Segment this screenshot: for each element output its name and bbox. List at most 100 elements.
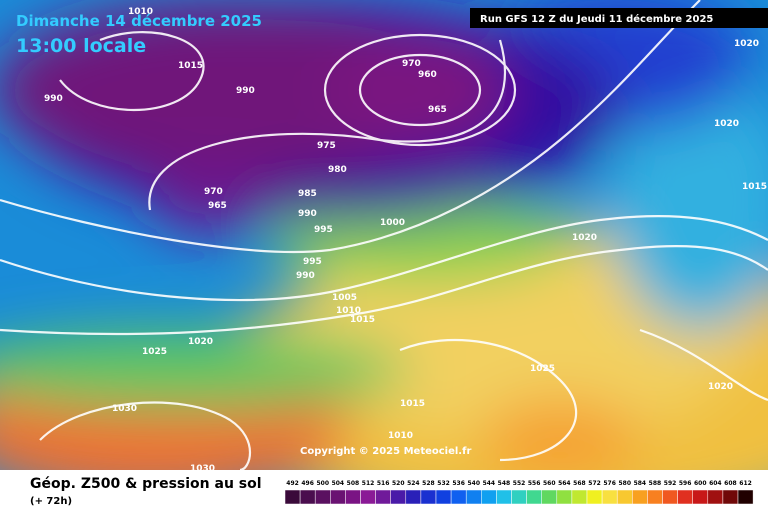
scale-label: 592: [664, 480, 677, 487]
scale-label: 540: [467, 480, 480, 487]
scale-swatch: [465, 489, 482, 505]
isobar-label: 965: [428, 105, 447, 115]
scale-swatch: [541, 489, 558, 505]
isobar-label: 1020: [188, 337, 213, 347]
isobar-label: 1010: [388, 431, 413, 441]
scale-swatch: [571, 489, 588, 505]
scale-swatch: [330, 489, 346, 505]
isobar-label: 960: [418, 70, 437, 80]
scale-swatch: [435, 489, 452, 505]
scale-swatch: [405, 489, 422, 505]
color-scale: 492 496 500 504 508 512 516 520 524 528 532 536 540 5…: [284, 480, 754, 505]
scale-label: 588: [649, 480, 662, 487]
scale-label: 496: [301, 480, 314, 487]
isobar-label: 1025: [530, 364, 555, 374]
scale-swatch: [314, 489, 331, 505]
scale-label: 572: [588, 480, 601, 487]
isobar-label: 990: [296, 271, 315, 281]
scale-swatch: [345, 489, 361, 505]
isobar-label: 1015: [350, 315, 375, 325]
isobar-label: 1020: [714, 119, 739, 129]
run-box: [470, 8, 768, 28]
isobar-label: 990: [236, 86, 255, 96]
scale-swatch: [692, 489, 709, 505]
isobar-label: 985: [298, 189, 317, 199]
scale-swatch: [586, 489, 603, 505]
scale-swatch: [375, 489, 391, 505]
scale-label: 556: [528, 480, 541, 487]
isobar-label: 1015: [742, 182, 767, 192]
scale-label: 568: [573, 480, 586, 487]
scale-label: 564: [558, 480, 571, 487]
run: Run GFS 12 Z du Jeudi 11 décembre 2025: [480, 13, 713, 25]
isobar-label: 1010: [336, 306, 361, 316]
scale-swatch: [390, 489, 407, 505]
isobar-label: 1015: [178, 61, 203, 71]
scale-label: 520: [392, 480, 405, 487]
isobar-label: 1020: [708, 382, 733, 392]
scale-swatch: [632, 489, 648, 505]
scale-label: 532: [437, 480, 450, 487]
isobar-label: 980: [328, 165, 347, 175]
isobar-label: 1020: [734, 39, 759, 49]
scale-swatch: [556, 489, 573, 505]
isobar-labels: 1010101599099097096096597598097096598599…: [44, 7, 767, 474]
scale-swatch: [647, 489, 663, 505]
isobar-label: 970: [402, 59, 421, 69]
isobar-label: 970: [204, 187, 223, 197]
scale-swatch: [526, 489, 542, 505]
scale-label: 512: [362, 480, 375, 487]
scale-label: 580: [618, 480, 631, 487]
scale-swatch: [737, 489, 754, 505]
scale-label: 608: [724, 480, 737, 487]
scale-label: 516: [377, 480, 390, 487]
isobar-label: 1030: [190, 464, 215, 474]
scale-label: 612: [739, 480, 752, 487]
isobar-label: 1025: [142, 347, 167, 357]
scale-label: 492: [286, 480, 299, 487]
isobar-label: 965: [208, 201, 227, 211]
scale-label: 604: [709, 480, 722, 487]
scale-label: 500: [316, 480, 329, 487]
isobar-label: 975: [317, 141, 336, 151]
footer-title: Géop. Z500 & pression au sol: [30, 476, 262, 492]
isobar-label: 1000: [380, 218, 405, 228]
scale-label: 548: [498, 480, 511, 487]
scale-swatch: [496, 489, 512, 505]
isobar-label: 995: [314, 225, 333, 235]
scale-label: 528: [422, 480, 435, 487]
scale-swatch: [299, 489, 316, 505]
scale-swatch: [677, 489, 693, 505]
scale-swatch: [511, 489, 527, 505]
footer-lead: (+ 72h): [30, 496, 72, 507]
scale-swatch: [420, 489, 437, 505]
isobar-label: 990: [298, 209, 317, 219]
scale-swatch: [662, 489, 678, 505]
scale-swatch: [616, 489, 633, 505]
scale-label: 600: [694, 480, 707, 487]
scale-swatch: [450, 489, 467, 505]
isobar-label: 1005: [332, 293, 357, 303]
scale-swatch: [722, 489, 739, 505]
scale-label: 584: [634, 480, 647, 487]
scale-label: 552: [513, 480, 526, 487]
scale-label: 576: [603, 480, 616, 487]
isobar-label: 995: [303, 257, 322, 267]
scale-label: 508: [347, 480, 360, 487]
isobar-label: 1015: [400, 399, 425, 409]
scale-swatch: [284, 489, 301, 505]
scale-swatch: [481, 489, 497, 505]
date: Dimanche 14 décembre 2025: [16, 12, 262, 30]
scale-label: 524: [407, 480, 420, 487]
scale-label: 536: [452, 480, 465, 487]
scale-label: 544: [483, 480, 496, 487]
isobar-label: 1030: [112, 404, 137, 414]
scale-label: 596: [679, 480, 692, 487]
scale-label: 560: [543, 480, 556, 487]
copyright: Copyright © 2025 Meteociel.fr: [300, 446, 471, 457]
scale-swatch: [601, 489, 618, 505]
isobar-label: 1020: [572, 233, 597, 243]
scale-label: 504: [332, 480, 345, 487]
